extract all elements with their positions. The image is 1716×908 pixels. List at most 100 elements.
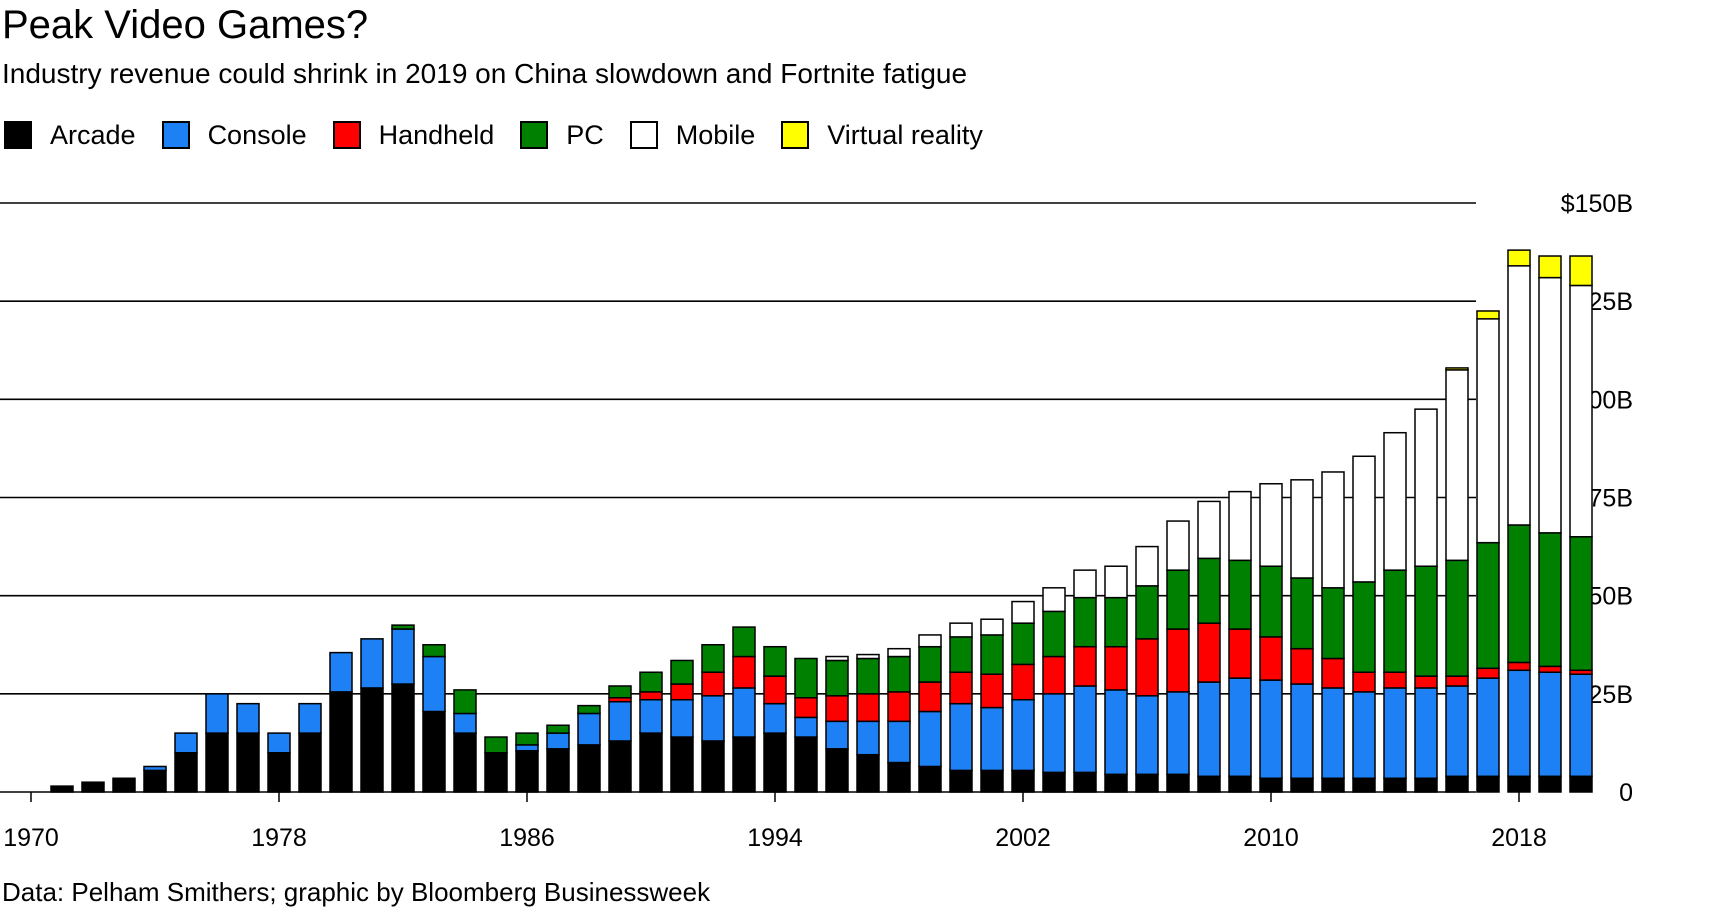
bar-mobile-2005 [1104, 565, 1128, 599]
bar-arcade-1979 [298, 732, 322, 793]
bar-arcade-1992 [701, 740, 725, 793]
source-note: Data: Pelham Smithers; graphic by Bloomb… [2, 877, 711, 907]
bar-pc-1997 [856, 657, 880, 695]
bar-console-2016 [1445, 685, 1469, 778]
bar-console-2004 [1073, 685, 1097, 774]
bar-arcade-2018 [1507, 775, 1531, 793]
bar-console-1988 [577, 712, 601, 746]
bar-pc-1996 [825, 659, 849, 697]
bar-handheld-1993 [732, 655, 756, 689]
bar-pc-1987 [546, 724, 570, 734]
bar-handheld-2007 [1166, 628, 1190, 693]
legend-item-mobile: Mobile [629, 120, 755, 151]
bar-console-2015 [1414, 687, 1438, 780]
bar-arcade-1976 [205, 732, 229, 793]
bar-arcade-1975 [174, 751, 198, 793]
bar-arcade-1984 [453, 732, 477, 793]
legend-swatch-console [161, 121, 190, 149]
bar-arcade-1985 [484, 751, 508, 793]
bar-arcade-2010 [1259, 777, 1283, 793]
bar-mobile-2018 [1507, 265, 1531, 526]
bar-handheld-1992 [701, 671, 725, 697]
bar-console-2006 [1135, 695, 1159, 776]
bar-handheld-2014 [1383, 671, 1407, 689]
bar-console-1992 [701, 695, 725, 742]
bar-pc-1991 [670, 659, 694, 685]
bar-arcade-2011 [1290, 777, 1314, 793]
bar-arcade-1972 [81, 781, 105, 793]
bar-mobile-2019 [1538, 276, 1562, 534]
legend-swatch-arcade [4, 121, 32, 149]
bar-console-1974 [143, 765, 167, 772]
bar-arcade-2019 [1538, 775, 1562, 793]
bar-pc-1986 [515, 732, 539, 746]
bar-console-1999 [918, 710, 942, 768]
bar-console-1979 [298, 702, 322, 734]
bar-handheld-1998 [887, 691, 911, 723]
bar-pc-2014 [1383, 569, 1407, 673]
bar-handheld-1990 [639, 691, 663, 701]
bar-mobile-1999 [918, 634, 942, 648]
bar-mobile-2016 [1445, 369, 1469, 562]
bar-pc-2013 [1352, 581, 1376, 673]
bar-mobile-2017 [1476, 318, 1500, 544]
bar-console-2007 [1166, 691, 1190, 776]
x-tick-label-2002: 2002 [995, 824, 1051, 852]
bar-arcade-2001 [980, 769, 1004, 793]
bar-pc-2019 [1538, 532, 1562, 668]
bar-arcade-1977 [236, 732, 260, 793]
bar-mobile-2011 [1290, 479, 1314, 579]
bar-pc-2012 [1321, 587, 1345, 660]
bar-pc-2017 [1476, 541, 1500, 670]
bar-console-1989 [608, 700, 632, 742]
bar-arcade-1991 [670, 736, 694, 793]
bar-handheld-2005 [1104, 645, 1128, 691]
bar-arcade-1973 [112, 777, 136, 793]
bar-handheld-2000 [949, 671, 973, 705]
bar-arcade-1981 [360, 687, 384, 793]
y-tick-label-50: 50B [1589, 583, 1633, 611]
legend-swatch-mobile [629, 121, 658, 149]
bar-handheld-2010 [1259, 636, 1283, 681]
bar-mobile-1996 [825, 655, 849, 662]
bar-handheld-2004 [1073, 645, 1097, 687]
bar-arcade-1996 [825, 748, 849, 793]
bar-virtual-reality-2020 [1569, 255, 1593, 287]
bar-arcade-1988 [577, 744, 601, 793]
bar-arcade-1999 [918, 765, 942, 793]
bar-pc-2006 [1135, 585, 1159, 640]
bar-arcade-1990 [639, 732, 663, 793]
bar-console-1986 [515, 744, 539, 752]
bar-mobile-2006 [1135, 545, 1159, 587]
bar-console-1996 [825, 720, 849, 750]
bar-arcade-2005 [1104, 773, 1128, 793]
bar-pc-2000 [949, 636, 973, 673]
bar-virtual-reality-2016 [1445, 367, 1469, 371]
bar-handheld-2018 [1507, 661, 1531, 672]
bar-arcade-2014 [1383, 777, 1407, 793]
bar-arcade-2012 [1321, 777, 1345, 793]
bar-pc-1985 [484, 736, 508, 754]
bar-virtual-reality-2019 [1538, 255, 1562, 279]
bar-pc-2005 [1104, 596, 1128, 648]
bar-console-1982 [391, 628, 415, 685]
bar-virtual-reality-2017 [1476, 310, 1500, 320]
bar-console-1976 [205, 693, 229, 734]
bar-arcade-1989 [608, 740, 632, 793]
bar-arcade-1993 [732, 736, 756, 793]
bar-pc-1988 [577, 704, 601, 715]
bar-console-2001 [980, 706, 1004, 772]
bar-console-2017 [1476, 677, 1500, 778]
bar-arcade-2007 [1166, 773, 1190, 793]
bar-handheld-2013 [1352, 671, 1376, 693]
bar-pc-1984 [453, 689, 477, 715]
bar-mobile-2004 [1073, 569, 1097, 599]
bar-console-1978 [267, 732, 291, 754]
bar-arcade-1987 [546, 748, 570, 793]
legend-item-arcade: Arcade [4, 120, 136, 151]
legend-item-pc: PC [520, 120, 604, 151]
bar-pc-2020 [1569, 536, 1593, 672]
bar-pc-1990 [639, 671, 663, 693]
bar-console-1998 [887, 720, 911, 764]
bar-handheld-1991 [670, 683, 694, 701]
